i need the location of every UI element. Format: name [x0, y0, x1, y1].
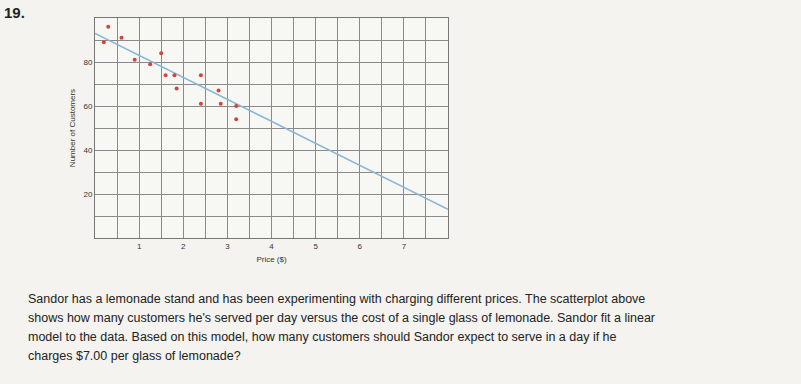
- svg-text:7: 7: [402, 242, 407, 251]
- svg-text:5: 5: [313, 242, 318, 251]
- svg-text:80: 80: [83, 58, 92, 67]
- svg-text:60: 60: [83, 102, 92, 111]
- svg-text:3: 3: [225, 242, 230, 251]
- svg-text:20: 20: [83, 190, 92, 199]
- html-text:shows how many customers he's: shows how many customers he's served per…: [28, 311, 655, 325]
- svg-text:6: 6: [358, 242, 363, 251]
- html-text:19.: 19.: [4, 4, 25, 21]
- html-text:charges $7.00 per glass of lem: charges $7.00 per glass of lemonade?: [28, 349, 241, 363]
- svg-text:4: 4: [269, 242, 274, 251]
- svg-text:1: 1: [137, 242, 142, 251]
- svg-text:Price ($): Price ($): [256, 255, 287, 264]
- html-text:Sandor has a lemonade stand an: Sandor has a lemonade stand and has been…: [28, 292, 646, 306]
- html-text:model to the data. Based on th: model to the data. Based on this model, …: [28, 330, 617, 344]
- svg-text:40: 40: [83, 146, 92, 155]
- svg-text:Number of Customers: Number of Customers: [68, 89, 77, 167]
- svg-text:2: 2: [181, 242, 186, 251]
